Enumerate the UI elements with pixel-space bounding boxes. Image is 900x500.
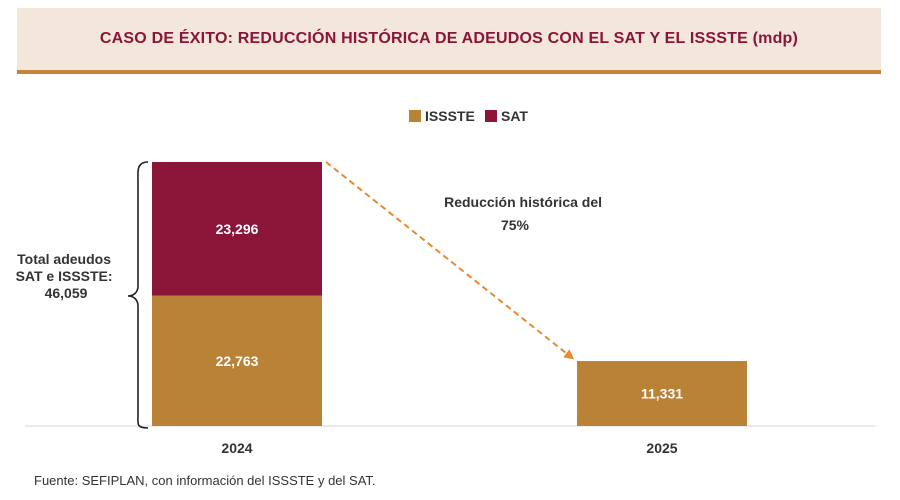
reduction-label-line-2: 75% xyxy=(501,217,530,233)
bars-group: 22,763 23,296 2024 11,331 2025 xyxy=(152,162,747,456)
total-label-line-2: SAT e ISSSTE: xyxy=(16,268,113,284)
source-note: Fuente: SEFIPLAN, con información del IS… xyxy=(34,473,376,488)
legend-swatch-issste xyxy=(409,110,421,122)
x-tick-label-2024: 2024 xyxy=(221,440,252,456)
legend-swatch-sat xyxy=(485,110,497,122)
total-bracket xyxy=(127,161,149,429)
total-label-line-3: 46,059 xyxy=(45,285,88,301)
legend-label-issste: ISSSTE xyxy=(425,108,475,124)
bar-issste-2025 xyxy=(577,361,747,426)
title-banner: CASO DE ÉXITO: REDUCCIÓN HISTÓRICA DE AD… xyxy=(17,8,881,74)
total-label: Total adeudos SAT e ISSSTE: 46,059 xyxy=(16,251,117,301)
reduction-arrow xyxy=(325,161,575,360)
chart-title: CASO DE ÉXITO: REDUCCIÓN HISTÓRICA DE AD… xyxy=(99,30,799,47)
legend: ISSSTE SAT xyxy=(409,108,528,124)
bar-sat-2024 xyxy=(152,162,322,296)
data-label-issste-2024: 22,763 xyxy=(216,353,259,369)
bar-issste-2024 xyxy=(152,295,322,426)
data-label-issste-2025: 11,331 xyxy=(641,386,683,402)
reduction-label: Reducción histórica del 75% xyxy=(444,194,606,233)
total-label-line-1: Total adeudos xyxy=(17,251,111,267)
reduction-label-line-1: Reducción histórica del xyxy=(444,194,602,210)
legend-label-sat: SAT xyxy=(501,108,528,124)
x-tick-label-2025: 2025 xyxy=(646,440,677,456)
data-label-sat-2024: 23,296 xyxy=(216,221,259,237)
